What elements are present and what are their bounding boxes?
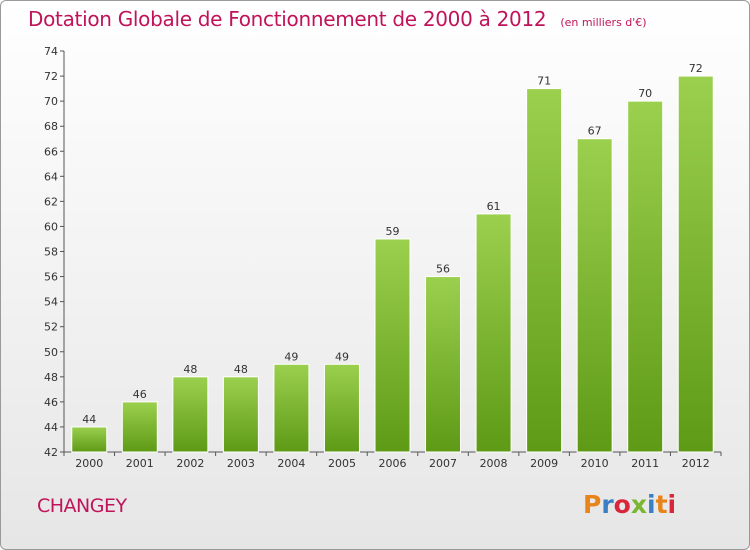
title-row: Dotation Globale de Fonctionnement de 20… bbox=[28, 7, 647, 31]
data-label: 59 bbox=[386, 225, 400, 238]
proxiti-logo[interactable]: Proxiti bbox=[583, 490, 676, 519]
bar bbox=[172, 376, 209, 453]
y-tick-label: 46 bbox=[44, 396, 58, 409]
y-tick-label: 74 bbox=[44, 45, 58, 58]
data-label: 44 bbox=[82, 413, 96, 426]
y-tick-label: 50 bbox=[44, 346, 58, 359]
bar bbox=[576, 138, 613, 453]
x-tick-label: 2004 bbox=[277, 457, 305, 470]
data-label: 71 bbox=[537, 75, 551, 88]
bar bbox=[71, 426, 108, 453]
data-label: 56 bbox=[436, 263, 450, 276]
axes: 42 44 46 48 50 52 54 56 58 60 62 64 66 68 70 72 74 2000 20… bbox=[44, 45, 722, 470]
bar bbox=[273, 363, 310, 453]
bar bbox=[222, 376, 259, 453]
brand-letter: i bbox=[647, 490, 656, 519]
brand-letter: o bbox=[613, 490, 631, 519]
x-tick-label: 2002 bbox=[176, 457, 204, 470]
data-label: 72 bbox=[689, 62, 703, 75]
brand-letter: r bbox=[601, 490, 614, 519]
y-tick-label: 42 bbox=[44, 446, 58, 459]
x-tick-label: 2001 bbox=[126, 457, 154, 470]
y-tick-label: 66 bbox=[44, 145, 58, 158]
data-label: 61 bbox=[487, 200, 501, 213]
y-tick-label: 62 bbox=[44, 195, 58, 208]
bar bbox=[121, 401, 158, 453]
chart-title: Dotation Globale de Fonctionnement de 20… bbox=[28, 7, 547, 31]
data-labels: 44 46 48 48 49 49 59 56 61 71 67 70 72 bbox=[82, 62, 702, 426]
x-tick-label: 2006 bbox=[379, 457, 407, 470]
bar bbox=[526, 88, 563, 453]
y-tick-label: 60 bbox=[44, 220, 58, 233]
y-tick-label: 56 bbox=[44, 271, 58, 284]
bar bbox=[323, 363, 360, 453]
y-tick-label: 48 bbox=[44, 371, 58, 384]
bars bbox=[71, 75, 714, 453]
x-tick-label: 2009 bbox=[530, 457, 558, 470]
bar bbox=[475, 213, 512, 453]
y-tick-label: 52 bbox=[44, 321, 58, 334]
y-tick-label: 72 bbox=[44, 70, 58, 83]
y-tick-label: 54 bbox=[44, 296, 58, 309]
data-label: 48 bbox=[234, 363, 248, 376]
data-label: 67 bbox=[588, 125, 602, 138]
data-label: 49 bbox=[335, 350, 349, 363]
y-tick-label: 58 bbox=[44, 246, 58, 259]
x-tick-label: 2010 bbox=[581, 457, 609, 470]
x-tick-label: 2000 bbox=[75, 457, 103, 470]
bar bbox=[374, 238, 411, 453]
x-tick-label: 2008 bbox=[480, 457, 508, 470]
x-tick-label: 2007 bbox=[429, 457, 457, 470]
y-tick-label: 70 bbox=[44, 95, 58, 108]
data-label: 48 bbox=[183, 363, 197, 376]
y-tick-label: 44 bbox=[44, 421, 58, 434]
brand-letter: x bbox=[630, 490, 647, 519]
x-tick-label: 2011 bbox=[631, 457, 659, 470]
y-tick-label: 64 bbox=[44, 170, 58, 183]
data-label: 46 bbox=[133, 388, 147, 401]
brand-letter: t bbox=[655, 490, 668, 519]
commune-name: CHANGEY bbox=[37, 495, 127, 517]
bar bbox=[425, 276, 462, 453]
data-label: 49 bbox=[284, 350, 298, 363]
x-tick-label: 2005 bbox=[328, 457, 356, 470]
y-tick-label: 68 bbox=[44, 120, 58, 133]
x-tick-label: 2003 bbox=[227, 457, 255, 470]
bar bbox=[677, 75, 714, 453]
chart-subtitle: (en milliers d'€) bbox=[560, 16, 647, 29]
brand-letter: i bbox=[667, 490, 677, 519]
bar bbox=[627, 100, 664, 453]
brand-letter: P bbox=[583, 490, 602, 519]
data-label: 70 bbox=[638, 87, 652, 100]
x-tick-label: 2012 bbox=[682, 457, 710, 470]
